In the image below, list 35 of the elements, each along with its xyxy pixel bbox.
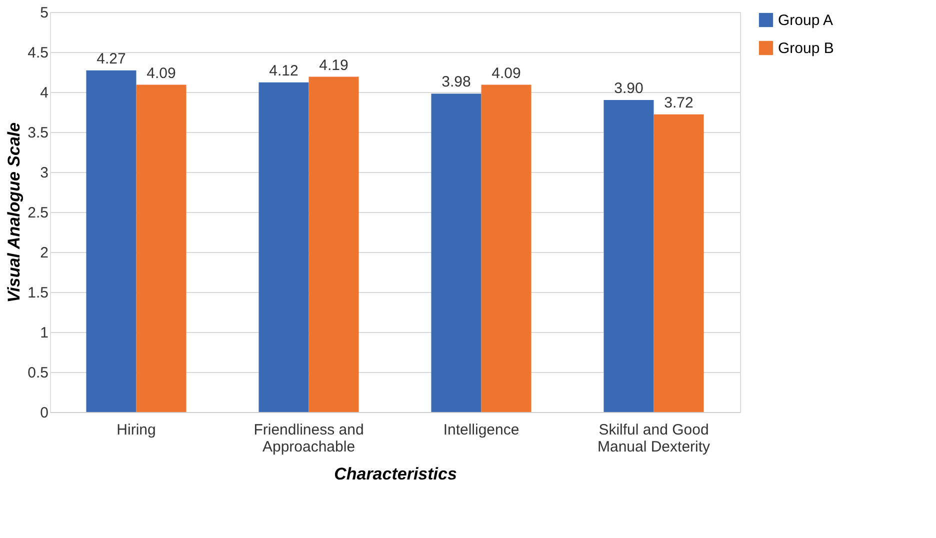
data-label: 3.72 — [664, 94, 694, 112]
data-label: 4.09 — [492, 64, 521, 82]
data-label: 4.12 — [269, 62, 298, 80]
x-tick-label: Hiring — [116, 422, 156, 438]
y-tick-label: 0 — [40, 404, 48, 422]
legend-label: Group B — [778, 40, 834, 57]
data-label: 4.19 — [319, 56, 348, 74]
legend-label: Group A — [778, 12, 834, 29]
y-tick-label: 3 — [40, 164, 48, 182]
y-tick-label: 1.5 — [28, 284, 48, 302]
data-label: 3.90 — [614, 80, 644, 97]
x-axis-title: Characteristics — [334, 464, 457, 484]
data-label: 4.09 — [146, 64, 176, 82]
bar — [86, 70, 136, 412]
bar — [431, 94, 482, 412]
y-tick-label: 4.5 — [28, 44, 48, 62]
data-label: 4.27 — [96, 50, 126, 68]
y-tick-label: 5 — [40, 4, 48, 22]
bar — [258, 82, 309, 412]
y-axis-title: Visual Analogue Scale — [4, 122, 24, 303]
y-tick-label: 0.5 — [28, 364, 48, 382]
bar — [481, 84, 532, 412]
y-tick-label: 2 — [40, 244, 48, 262]
y-tick-label: 4 — [40, 84, 48, 102]
bar — [604, 100, 654, 412]
bar — [654, 114, 704, 412]
y-tick-label: 1 — [40, 324, 48, 342]
x-tick-label: Friendliness and Approachable — [254, 422, 364, 456]
y-tick-label: 2.5 — [28, 204, 48, 222]
x-tick-label: Intelligence — [443, 422, 520, 438]
y-tick-label: 3.5 — [28, 124, 48, 142]
bar — [136, 84, 186, 412]
x-tick-label: Skilful and Good Manual Dexterity — [597, 422, 711, 456]
data-label: 3.98 — [442, 74, 471, 91]
bar — [308, 76, 359, 412]
